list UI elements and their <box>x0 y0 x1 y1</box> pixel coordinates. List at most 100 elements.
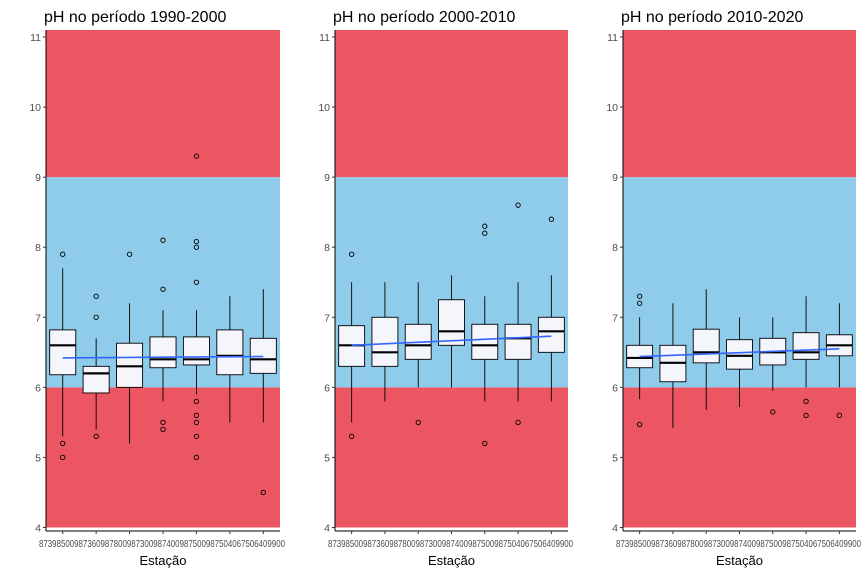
outlier-point <box>803 412 809 419</box>
y-tick-label: 9 <box>324 172 330 184</box>
outlier-point <box>60 251 66 257</box>
outlier-point <box>93 433 99 440</box>
outlier-point <box>193 454 200 461</box>
y-tick-label: 4 <box>35 522 41 534</box>
panel-1990-2000: pH no período 1990-2000 4 5 6 7 8 9 10 11 873985… <box>29 9 285 568</box>
outlier-point <box>348 251 355 257</box>
outlier-point <box>636 300 643 306</box>
station-box <box>537 216 565 402</box>
box-iqr <box>182 336 210 366</box>
y-tick-label: 8 <box>35 242 41 254</box>
outlier-point <box>126 251 133 257</box>
station-box <box>825 303 853 419</box>
background-band <box>335 387 568 528</box>
y-tick-label: 7 <box>324 312 330 324</box>
trend-line <box>639 348 840 358</box>
y-tick-label: 4 <box>324 522 330 534</box>
outlier-point <box>60 454 66 461</box>
outlier-point <box>836 412 843 419</box>
station-box <box>692 289 720 410</box>
panel-2010-2020: pH no período 2010-2020 4 5 6 7 8 9 10 11 873985… <box>606 9 861 568</box>
outlier-point <box>636 293 643 299</box>
station-box <box>149 237 177 433</box>
outlier-point <box>770 409 776 415</box>
x-axis-title: Estação <box>716 553 763 568</box>
outlier-point <box>548 216 555 222</box>
box-iqr <box>216 329 244 376</box>
y-tick-label: 7 <box>35 312 41 324</box>
outlier-point <box>93 293 99 299</box>
panel-2000-2010: pH no período 2000-2010 4 5 6 7 8 9 10 11 873985… <box>318 9 573 568</box>
station-box <box>182 153 210 461</box>
outlier-point <box>193 419 200 426</box>
outlier-point <box>93 314 99 320</box>
outlier-point <box>193 398 200 405</box>
x-tick-labels: 8739850098736098780098730098740098750098… <box>616 538 861 550</box>
outlier-point <box>193 244 200 250</box>
outlier-point <box>415 419 421 426</box>
outlier-point <box>348 433 355 440</box>
x-tick-labels: 8739850098736098780098730098740098750098… <box>39 538 285 550</box>
box-iqr <box>792 332 820 360</box>
y-tick-label: 4 <box>612 522 618 534</box>
outlier-point <box>482 440 488 447</box>
outlier-point <box>160 419 166 426</box>
station-box <box>471 223 499 447</box>
station-box <box>82 293 110 440</box>
outlier-point <box>482 223 488 229</box>
station-box <box>438 275 465 388</box>
outlier-point <box>636 421 643 428</box>
station-box <box>726 317 753 407</box>
y-tick-label: 5 <box>324 452 330 464</box>
background-band <box>623 387 856 528</box>
y-tick-label: 5 <box>612 452 618 464</box>
outlier-point <box>803 398 809 405</box>
outlier-point <box>482 230 488 236</box>
x-axis-title: Estação <box>140 553 187 568</box>
outlier-point <box>193 412 200 419</box>
outlier-point <box>193 238 200 245</box>
outlier-point <box>193 153 200 159</box>
station-box <box>504 202 532 426</box>
panel-title: pH no período 2000-2010 <box>333 9 515 26</box>
y-tick-label: 5 <box>35 452 41 464</box>
x-tick-labels: 8739850098736098780098730098740098750098… <box>328 538 573 550</box>
y-tick-label: 8 <box>612 242 618 254</box>
panel-title: pH no período 1990-2000 <box>44 9 226 26</box>
trend-line <box>351 335 552 347</box>
panel-title: pH no período 2010-2020 <box>621 9 803 26</box>
y-tick-label: 9 <box>612 172 618 184</box>
outlier-point <box>160 286 166 292</box>
outlier-point <box>193 279 200 285</box>
box-iqr <box>504 323 532 360</box>
y-tick-label: 6 <box>612 382 618 394</box>
y-tick-label: 10 <box>29 102 41 114</box>
station-box <box>216 296 244 423</box>
box-iqr <box>49 329 77 376</box>
background-band <box>623 30 856 178</box>
outlier-point <box>160 426 166 433</box>
background-band <box>46 30 280 178</box>
outlier-point <box>193 433 200 440</box>
background-band <box>46 387 280 528</box>
station-box <box>792 296 820 419</box>
box-iqr <box>726 339 753 370</box>
y-tick-label: 6 <box>35 382 41 394</box>
x-axis-title: Estação <box>428 553 475 568</box>
y-tick-label: 11 <box>319 32 330 44</box>
outlier-point <box>515 202 521 208</box>
box-iqr <box>537 316 565 353</box>
outlier-point <box>60 440 66 447</box>
y-tick-label: 10 <box>606 102 618 114</box>
box-iqr <box>371 316 399 367</box>
box-iqr <box>692 328 720 364</box>
y-tick-label: 6 <box>324 382 330 394</box>
y-tick-label: 8 <box>324 242 330 254</box>
y-tick-label: 9 <box>35 172 41 184</box>
box-iqr <box>438 299 465 346</box>
y-tick-label: 11 <box>607 32 618 44</box>
background-band <box>335 30 568 178</box>
station-box <box>49 251 77 461</box>
outlier-point <box>160 237 166 243</box>
